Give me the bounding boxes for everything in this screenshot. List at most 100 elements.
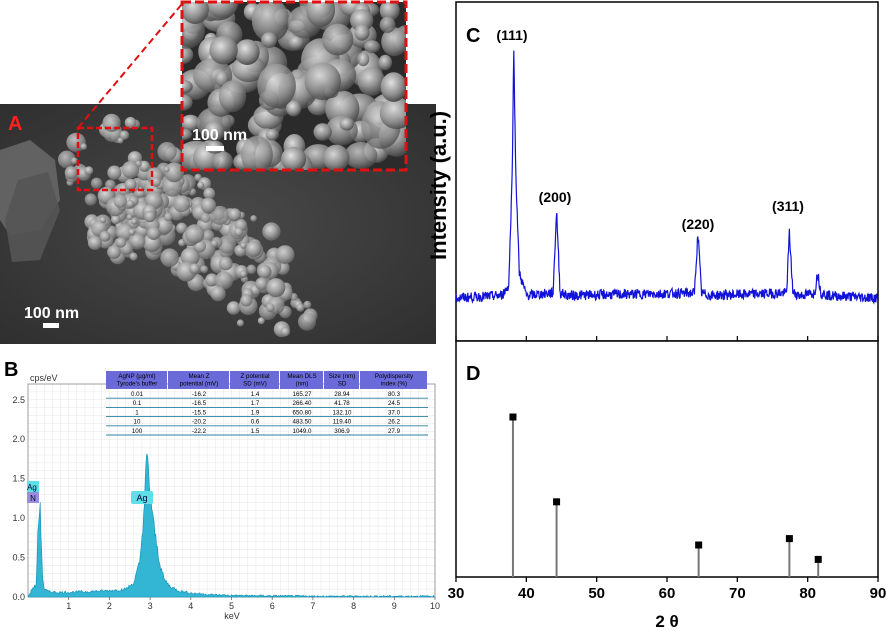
sem-particle [173, 195, 190, 213]
sem-particle [80, 143, 87, 150]
inset-particle [357, 52, 370, 67]
sem-particle [157, 142, 177, 162]
table-cell: 1.9 [251, 409, 260, 416]
eds-x-tick-label: 1 [66, 601, 71, 611]
sem-particle [84, 193, 97, 206]
inset-particle [354, 23, 370, 41]
reference-marker [509, 413, 517, 421]
reference-x-tick-label: 70 [729, 585, 746, 602]
table-header-cell [230, 371, 279, 389]
sem-particle [250, 215, 257, 222]
sem-particle [210, 286, 226, 302]
sem-particle [87, 235, 103, 250]
inset-particle [182, 128, 192, 141]
sem-particle [121, 161, 140, 179]
reference-x-tick-label: 50 [588, 585, 605, 602]
ag-peak-label: Ag [136, 493, 147, 503]
sem-particle [163, 166, 170, 173]
inset-scalebar [206, 146, 224, 151]
inset-particle [339, 117, 354, 131]
inset-particle [209, 36, 238, 65]
inset-particle [380, 72, 406, 102]
sem-particle [90, 177, 103, 189]
reference-marker [553, 498, 561, 506]
inset-particle [323, 144, 350, 170]
inset-particle [257, 63, 296, 109]
inset-particle [288, 35, 305, 50]
sem-particle [296, 303, 305, 312]
sem-particle [124, 178, 137, 191]
inset-particle [182, 79, 193, 94]
table-header-text: Mean Z [189, 373, 210, 380]
inset-particle [204, 121, 225, 142]
eds-y-tick-label: 0.0 [12, 592, 25, 602]
sem-particle [164, 212, 173, 222]
reference-marker [814, 555, 822, 563]
eds-x-tick-label: 9 [392, 601, 397, 611]
eds-x-tick-label: 8 [351, 601, 356, 611]
inset-particle [350, 9, 374, 32]
inset-particle [182, 45, 194, 65]
xrd-peak-label: (200) [539, 189, 572, 205]
table-cell: 41.78 [334, 400, 350, 407]
eds-y-tick-label: 0.5 [12, 553, 25, 563]
eds-x-tick-label: 3 [148, 601, 153, 611]
inset-particle [182, 114, 201, 131]
sem-particle [115, 223, 134, 241]
table-cell: 24.5 [388, 400, 401, 407]
sem-particle [71, 157, 78, 165]
sem-particle [200, 265, 209, 274]
sem-particle [245, 241, 262, 257]
table-header-cell [324, 371, 359, 389]
sem-particle [303, 300, 312, 309]
xrd-peak-label: (311) [772, 198, 804, 214]
table-header-cell [168, 371, 229, 389]
sem-particle [236, 319, 244, 327]
two-theta-label: 2 θ [655, 612, 678, 631]
sem-particle [124, 116, 137, 129]
zoom-region-box [76, 126, 154, 192]
reference-x-tick-label: 30 [448, 585, 465, 602]
inset-particle-cluster [182, 2, 406, 170]
inset-particle [379, 16, 396, 33]
table-cell: 1.4 [251, 391, 260, 398]
table-header-text: Size (nm) [329, 373, 355, 380]
inset-particle [240, 135, 273, 170]
inset-particle [286, 100, 302, 117]
reference-x-tick-label: 60 [659, 585, 676, 602]
table-header-text: Polydispersity [375, 373, 414, 380]
table-header-text: SD [338, 381, 347, 388]
panel-d-label: D [466, 363, 480, 385]
inset-particle [344, 142, 378, 170]
table-header-text: Z potential [241, 373, 270, 380]
table-cell: 0.01 [131, 391, 144, 398]
sem-particle [239, 270, 247, 278]
inset-particle [212, 151, 233, 170]
table-cell: -20.2 [192, 419, 207, 426]
reference-frame [455, 340, 879, 578]
sem-particle [176, 222, 188, 234]
inset-particle [261, 32, 278, 48]
table-cell: 119.40 [333, 419, 352, 426]
table-cell: 165.27 [293, 391, 312, 398]
ag-left-label: Ag [27, 483, 37, 492]
sem-particle [217, 235, 237, 254]
eds-x-tick-label: 4 [188, 601, 193, 611]
reference-x-ticks: 30 40 50 60 70 80 90 [448, 336, 886, 602]
sem-particle [240, 294, 253, 307]
sem-particle [111, 214, 121, 225]
sem-particle [107, 165, 122, 180]
eds-ylabel: cps/eV [30, 373, 58, 383]
sem-particle [257, 264, 272, 279]
sem-particle [280, 327, 290, 337]
sem-particle [234, 227, 244, 237]
eds-grid [28, 384, 436, 597]
sem-particle [197, 181, 205, 189]
table-cell: 100 [132, 428, 143, 435]
table-cell: 80.3 [388, 391, 401, 398]
sem-particle [144, 210, 156, 223]
table-cell: 306.9 [334, 428, 350, 435]
sem-scalebar [43, 323, 59, 328]
xrd-peak-label: (111) [496, 27, 527, 43]
table-cell: -16.5 [192, 400, 207, 407]
